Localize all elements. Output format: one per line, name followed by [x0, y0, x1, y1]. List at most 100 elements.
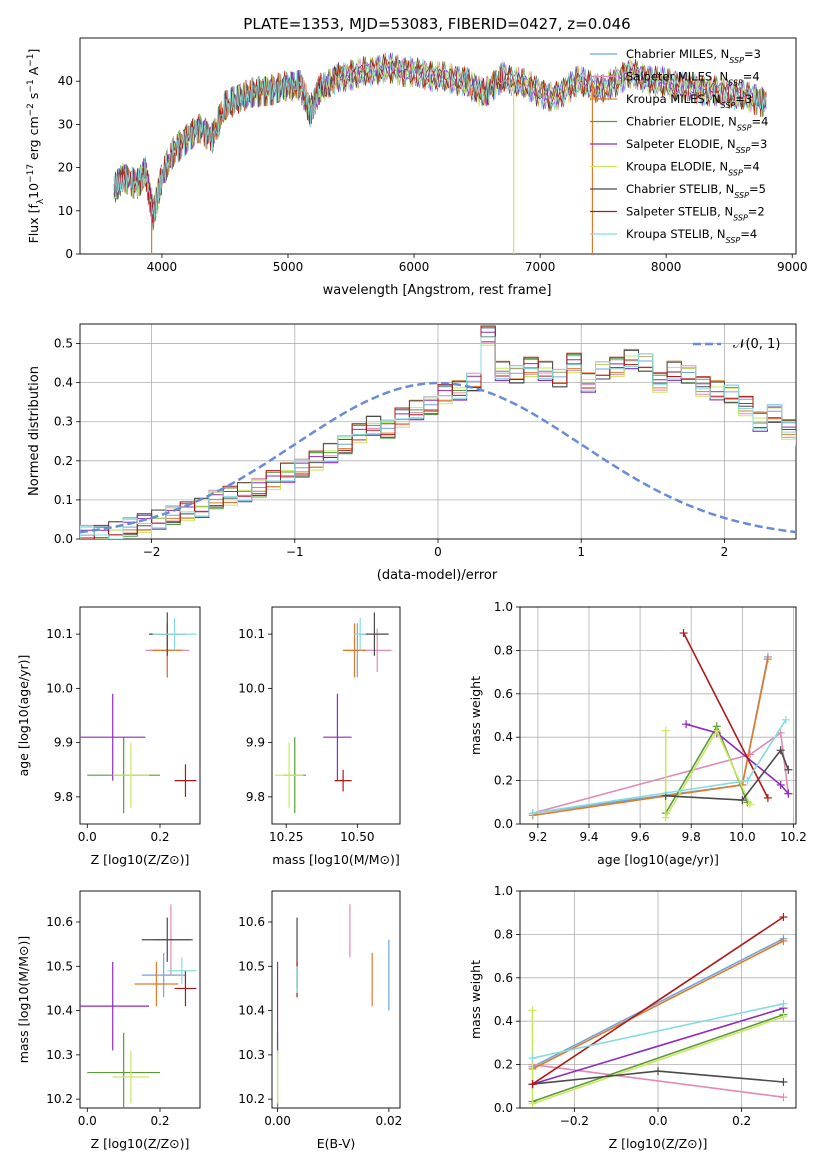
- residuals-step-salpeter-elodie: [80, 331, 796, 539]
- legend-label: Salpeter ELODIE, NSSP=3: [626, 137, 767, 155]
- mass-vs-ebv-frame: [271, 890, 401, 1109]
- spectrum-xtick-label: 8000: [651, 260, 682, 274]
- legend-label: Chabrier MILES, NSSP=3: [626, 47, 761, 65]
- legend-label: Salpeter MILES, NSSP=4: [626, 70, 760, 88]
- legend-label-sub: SSP: [726, 236, 741, 245]
- mass-vs-z-ytick-label: 10.5: [46, 959, 73, 973]
- residuals-ytick-label: 0.0: [54, 532, 73, 546]
- residuals-ytick-label: 0.1: [54, 493, 73, 507]
- spectrum-ylabel-part: Flux [f: [26, 204, 41, 244]
- mass-vs-ebv-ytick-label: 10.5: [238, 959, 265, 973]
- weight-vs-z-line: [532, 940, 784, 1070]
- spectrum-ytick-label: 40: [58, 74, 73, 88]
- weight-vs-z-line: [532, 1007, 784, 1085]
- weight-vs-z-line: [532, 1013, 784, 1103]
- weight-vs-z-ytick-label: 0.6: [494, 971, 513, 985]
- legend-label-value: =3: [744, 47, 761, 61]
- weight-vs-age-line: [685, 723, 789, 795]
- weight-vs-z-xtick-label: 0.2: [732, 1114, 751, 1128]
- residuals-ytick-label: 0.3: [54, 415, 73, 429]
- weight-vs-age-xtick-label: 10.2: [780, 830, 807, 844]
- age-vs-mass-xtick-label: 10.50: [340, 830, 374, 844]
- legend-label-name: Salpeter ELODIE, N: [626, 137, 736, 151]
- mass-vs-z-frame: [79, 890, 201, 1109]
- mass-vs-z-ytick-label: 10.3: [46, 1048, 73, 1062]
- weight-vs-z-xtick-label: −0.2: [560, 1114, 589, 1128]
- legend-label-value: =4: [752, 115, 769, 129]
- weight-vs-z-line: [532, 1003, 784, 1059]
- legend-label-name: Chabrier MILES, N: [626, 47, 729, 61]
- age-vs-z-xlabel: Z [log10(Z/Z⊙)]: [91, 852, 190, 867]
- age-vs-mass-plot-area: [274, 612, 392, 814]
- legend-label-value: =5: [749, 182, 766, 196]
- mass-vs-z-xlabel: Z [log10(Z/Z⊙)]: [91, 1136, 190, 1151]
- spectrum-ylabel-part: ]: [26, 49, 41, 54]
- legend-label-sub: SSP: [736, 146, 751, 155]
- legend-label-sub: SSP: [737, 123, 752, 132]
- legend-label-sub: SSP: [728, 78, 743, 87]
- spectrum-xlabel: wavelength [Angstrom, rest frame]: [323, 283, 552, 298]
- spectrum-ylabel-part: −1: [26, 79, 36, 92]
- mass-vs-ebv-ytick-label: 10.4: [238, 1004, 265, 1018]
- age-vs-z-xtick-label: 0.2: [150, 830, 169, 844]
- weight-vs-age-line: [682, 632, 769, 799]
- weight-vs-age-xtick-label: 9.6: [631, 830, 650, 844]
- residuals-xtick-label: −2: [143, 545, 161, 559]
- legend-label-value: =4: [740, 227, 757, 241]
- weight-vs-age-xtick-label: 9.8: [682, 830, 701, 844]
- age-vs-mass-ytick-label: 10.1: [238, 627, 265, 641]
- weight-vs-z-ytick-label: 0.2: [494, 1058, 513, 1072]
- mass-vs-ebv-xtick-label: 0.00: [264, 1114, 291, 1128]
- spectrum-ytick-label: 20: [58, 161, 73, 175]
- residuals-xlabel: (data-model)/error: [377, 568, 498, 583]
- legend-label-sub: SSP: [733, 213, 748, 222]
- age-vs-z-ylabel: age [log10(age/yr)]: [16, 655, 31, 777]
- residuals-xtick-label: 2: [721, 545, 729, 559]
- age-vs-mass-frame: [271, 606, 401, 825]
- weight-vs-z-xlabel: Z [log10(Z/Z⊙)]: [609, 1136, 708, 1151]
- weight-vs-age-ylabel: mass weight: [468, 676, 483, 755]
- residuals-step-kroupa-elodie: [80, 344, 796, 539]
- weight-vs-age-ytick-label: 0.4: [494, 730, 513, 744]
- mass-vs-ebv-ytick-label: 10.6: [238, 915, 265, 929]
- residuals-ylabel: Normed distribution: [27, 366, 42, 496]
- spectrum-xtick-label: 7000: [525, 260, 556, 274]
- weight-vs-age-line: [532, 731, 790, 814]
- age-vs-z-xtick-label: 0.0: [78, 830, 97, 844]
- legend-label-value: =3: [750, 137, 767, 151]
- mass-vs-ebv-plot-area: [276, 904, 390, 1108]
- weight-vs-z-line: [532, 1063, 784, 1098]
- age-vs-mass-xlabel: mass [log10(M/M⊙)]: [272, 852, 400, 867]
- weight-vs-z-ytick-label: 0.4: [494, 1014, 513, 1028]
- spectrum-ylabel: Flux [fλ10−17 erg cm−2 s−1 A−1]: [26, 49, 46, 244]
- weight-vs-age-xtick-label: 9.4: [579, 830, 598, 844]
- spectrum-line-kroupa-stelib: [113, 54, 767, 220]
- normal-curve: [80, 381, 796, 534]
- mass-vs-ebv-xlabel: E(B-V): [317, 1136, 356, 1151]
- spectrum-xtick-label: 4000: [147, 260, 178, 274]
- weight-vs-z-ytick-label: 0.0: [494, 1101, 513, 1115]
- mass-vs-ebv-xtick-label: 0.02: [376, 1114, 403, 1128]
- spectrum-xtick-label: 9000: [777, 260, 808, 274]
- legend-label-sub: SSP: [728, 168, 743, 177]
- spectrum-ylabel-part: A: [26, 66, 41, 79]
- legend-label-value: =3: [735, 92, 752, 106]
- spectrum-ylabel-part: −2: [26, 103, 36, 116]
- legend-label-name: Kroupa MILES, N: [626, 92, 721, 106]
- spectrum-ylabel-part: erg cm: [26, 116, 41, 164]
- spectrum-plot-area: [113, 52, 767, 254]
- residuals-xtick-label: 0: [434, 545, 442, 559]
- spectrum-ylabel-part: s: [26, 93, 41, 104]
- residuals-xtick-label: 1: [577, 545, 585, 559]
- weight-vs-age-frame: [519, 606, 797, 825]
- age-vs-z-plot-area: [80, 612, 197, 814]
- residuals-plot-area: [80, 325, 796, 539]
- legend-label-value: =4: [743, 70, 760, 84]
- residuals-step-kroupa-miles: [80, 341, 796, 539]
- weight-vs-z-line: [532, 916, 784, 1085]
- mass-vs-ebv-ytick-label: 10.3: [238, 1048, 265, 1062]
- chart-title: PLATE=1353, MJD=53083, FIBERID=0427, z=0…: [243, 15, 630, 33]
- weight-vs-age-plot-area: [528, 629, 793, 822]
- spectrum-xtick-label: 6000: [399, 260, 430, 274]
